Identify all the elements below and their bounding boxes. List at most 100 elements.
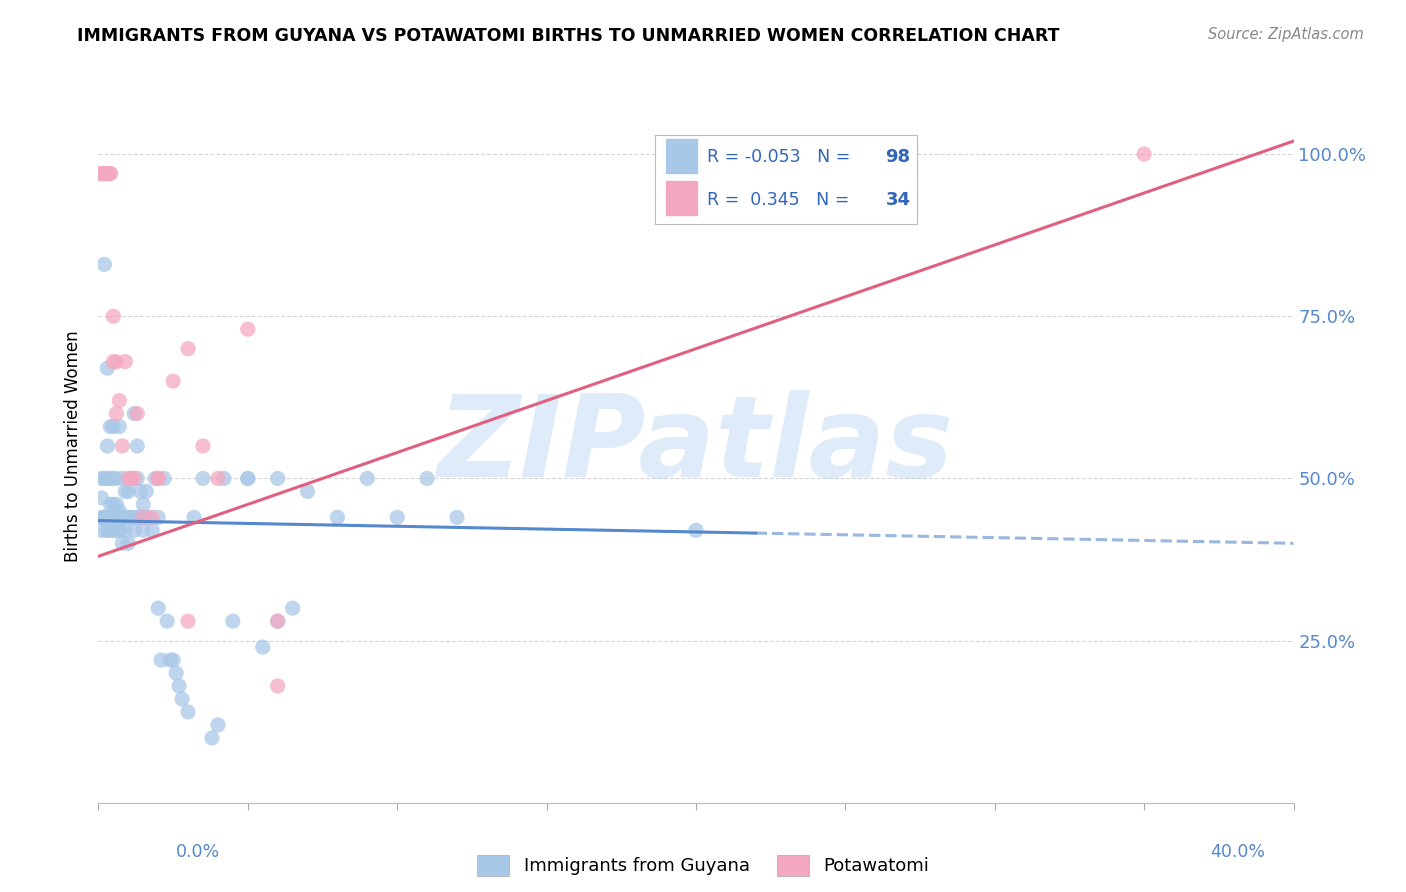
Point <box>385 510 409 524</box>
Point <box>297 484 319 499</box>
Point <box>114 484 136 499</box>
Point <box>120 510 142 524</box>
Point <box>222 614 245 628</box>
Point <box>90 167 112 181</box>
Point <box>108 524 131 538</box>
Point <box>191 471 214 485</box>
Point <box>120 471 142 485</box>
Point <box>446 510 468 524</box>
Point <box>153 471 176 485</box>
Point <box>90 167 112 181</box>
Point <box>201 731 224 745</box>
Point <box>127 471 149 485</box>
Point <box>267 614 290 628</box>
Point <box>127 510 149 524</box>
Point <box>326 510 349 524</box>
Point <box>108 504 131 518</box>
Point <box>236 471 259 485</box>
Point <box>117 536 139 550</box>
Point <box>148 601 170 615</box>
Point <box>236 471 259 485</box>
Point <box>98 167 122 181</box>
Point <box>1133 147 1156 161</box>
Point <box>124 471 146 485</box>
Point <box>103 510 125 524</box>
Text: 0.0%: 0.0% <box>176 843 219 861</box>
Point <box>172 692 194 706</box>
Point <box>105 524 128 538</box>
Point <box>103 510 125 524</box>
Point <box>138 510 160 524</box>
Point <box>103 471 125 485</box>
Point <box>103 497 125 511</box>
Legend: Immigrants from Guyana, Potawatomi: Immigrants from Guyana, Potawatomi <box>470 847 936 883</box>
Point <box>90 524 112 538</box>
Point <box>117 471 139 485</box>
Point <box>103 524 125 538</box>
Point <box>156 614 179 628</box>
Point <box>96 167 118 181</box>
Point <box>96 439 118 453</box>
Point <box>103 510 125 524</box>
Point <box>108 393 131 408</box>
Text: 98: 98 <box>886 148 911 166</box>
Point <box>105 471 128 485</box>
Point <box>177 614 200 628</box>
Point <box>98 510 122 524</box>
Bar <box>665 139 697 173</box>
Point <box>111 536 134 550</box>
Point <box>93 471 115 485</box>
Point <box>111 510 134 524</box>
Point <box>93 257 115 271</box>
Point <box>96 524 118 538</box>
Point <box>111 510 134 524</box>
Point <box>281 601 304 615</box>
Point <box>183 510 205 524</box>
Point <box>191 439 214 453</box>
Point <box>356 471 378 485</box>
Y-axis label: Births to Unmarried Women: Births to Unmarried Women <box>65 330 83 562</box>
Point <box>159 653 181 667</box>
Point <box>90 491 112 505</box>
Point <box>124 510 146 524</box>
Point <box>167 679 190 693</box>
Point <box>96 524 118 538</box>
Point <box>93 167 115 181</box>
Point <box>132 497 155 511</box>
Text: 40.0%: 40.0% <box>1211 843 1265 861</box>
Point <box>98 497 122 511</box>
Point <box>114 524 136 538</box>
Point <box>124 524 146 538</box>
Point <box>98 419 122 434</box>
Point <box>93 510 115 524</box>
Point <box>111 439 134 453</box>
Point <box>150 653 173 667</box>
Point <box>127 439 149 453</box>
Point <box>132 510 155 524</box>
Point <box>685 524 707 538</box>
Point <box>141 510 163 524</box>
Point <box>267 614 290 628</box>
Point <box>148 471 170 485</box>
Point <box>267 679 290 693</box>
Point <box>127 407 149 421</box>
Point <box>98 471 122 485</box>
Point <box>129 510 152 524</box>
Text: 34: 34 <box>886 191 910 209</box>
Point <box>105 497 128 511</box>
Point <box>141 524 163 538</box>
Point <box>105 510 128 524</box>
Point <box>117 510 139 524</box>
Point <box>105 510 128 524</box>
Point <box>108 524 131 538</box>
Point <box>124 407 146 421</box>
Point <box>162 653 184 667</box>
Point <box>162 374 184 388</box>
Point <box>108 419 131 434</box>
Text: IMMIGRANTS FROM GUYANA VS POTAWATOMI BIRTHS TO UNMARRIED WOMEN CORRELATION CHART: IMMIGRANTS FROM GUYANA VS POTAWATOMI BIR… <box>77 27 1060 45</box>
Point <box>96 471 118 485</box>
Text: ZIPatlas: ZIPatlas <box>437 391 955 501</box>
Point <box>177 342 200 356</box>
Point <box>177 705 200 719</box>
Point <box>114 354 136 368</box>
